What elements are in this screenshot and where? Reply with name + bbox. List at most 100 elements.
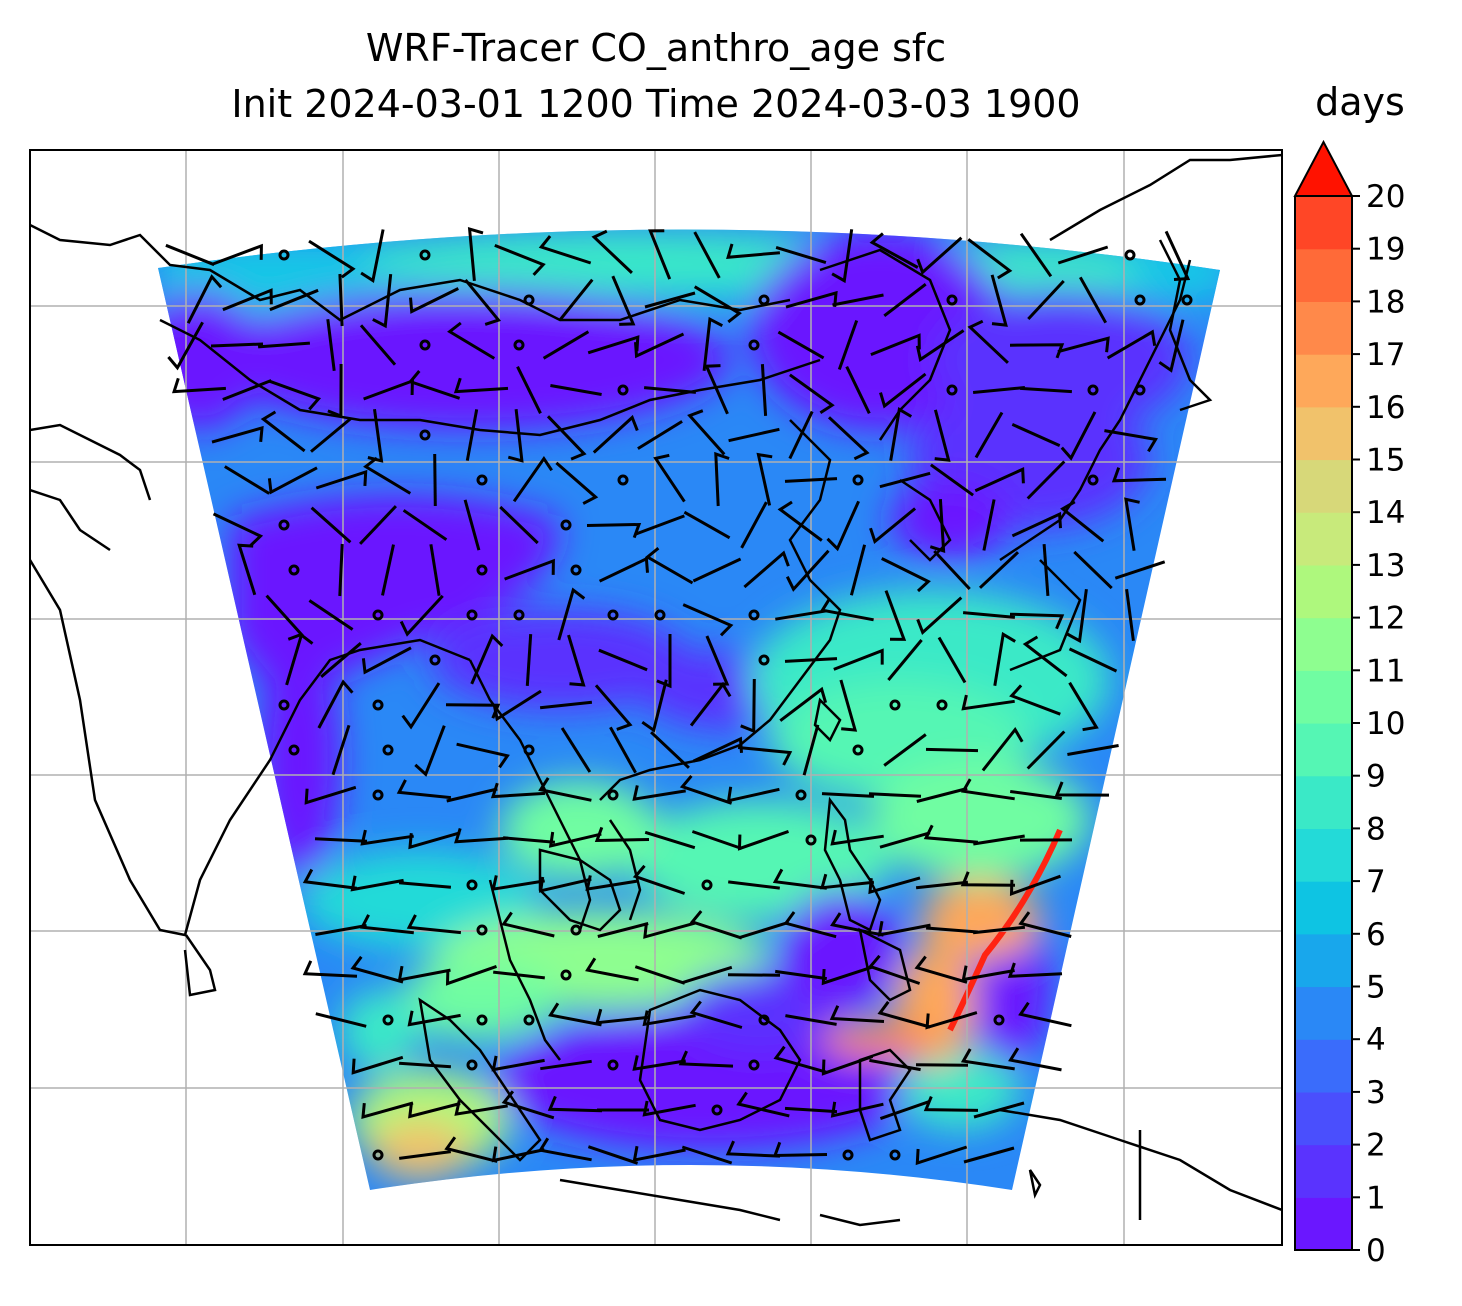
- wind-barb: [916, 787, 968, 803]
- wind-barb: [1020, 386, 1072, 394]
- wind-barb: [224, 465, 270, 495]
- wind-barb: [725, 1140, 781, 1158]
- wind-barb: [407, 370, 461, 400]
- wind-barb: [693, 285, 742, 324]
- wind-barb: [785, 290, 838, 309]
- calm-wind-marker: [701, 879, 713, 891]
- wind-barb: [679, 774, 733, 805]
- wind-barb: [453, 377, 509, 394]
- wind-barb: [315, 469, 368, 490]
- wind-barb: [447, 321, 496, 360]
- calm-wind-marker: [1134, 384, 1146, 396]
- wind-barb: [691, 830, 743, 850]
- wind-barb: [359, 505, 397, 545]
- wind-barb: [972, 386, 1026, 394]
- calm-wind-marker: [852, 744, 864, 756]
- calm-wind-marker: [1181, 294, 1193, 306]
- wind-barb: [993, 631, 1016, 686]
- wind-barb: [429, 544, 441, 596]
- calm-wind-marker: [758, 294, 770, 306]
- wind-barb: [961, 965, 1015, 982]
- wind-barb: [933, 549, 971, 591]
- wind-barb: [338, 273, 344, 327]
- wind-barb: [689, 910, 743, 940]
- wind-barb: [414, 725, 446, 777]
- wind-barb: [738, 920, 790, 940]
- colorbar-segment: [1295, 301, 1352, 355]
- wind-barb: [784, 657, 838, 663]
- wind-barb: [512, 456, 553, 503]
- wind-barb: [821, 792, 875, 798]
- wind-barb: [367, 408, 384, 463]
- wind-barb: [548, 831, 602, 848]
- wind-barb: [644, 830, 696, 850]
- calm-wind-marker: [758, 1014, 770, 1026]
- colorbar-segment: [1295, 196, 1352, 250]
- wind-barb: [772, 868, 827, 890]
- wind-barb: [642, 1010, 696, 1027]
- wind-barb: [237, 543, 257, 596]
- wind-barb: [923, 1096, 979, 1112]
- wind-barb: [550, 384, 602, 396]
- calm-wind-marker: [607, 1059, 619, 1071]
- wind-barb: [555, 461, 599, 505]
- wind-barb: [632, 1055, 686, 1071]
- wind-barb: [644, 547, 694, 585]
- wind-barb: [960, 871, 1016, 887]
- calm-wind-marker: [560, 969, 572, 981]
- calm-wind-marker: [278, 699, 290, 711]
- wind-barb: [916, 236, 963, 275]
- wind-barb: [879, 831, 931, 849]
- wind-barb: [1066, 589, 1088, 644]
- wind-barb: [726, 786, 780, 803]
- wind-barb: [933, 409, 951, 462]
- calm-wind-marker: [617, 384, 629, 396]
- wind-barb: [557, 587, 586, 641]
- wind-barb: [784, 1106, 838, 1114]
- wind-barb: [867, 954, 921, 985]
- calm-wind-marker: [748, 339, 760, 351]
- wind-barb: [635, 514, 685, 536]
- wind-barb: [775, 609, 827, 621]
- colorbar-tick-label: 5: [1366, 970, 1386, 1006]
- wind-barb: [819, 597, 874, 622]
- wind-barb: [398, 1061, 452, 1069]
- wind-barb: [889, 406, 913, 461]
- wind-barb: [869, 232, 919, 269]
- calm-wind-marker: [466, 1059, 478, 1071]
- wind-barb: [212, 243, 263, 266]
- wind-barb: [925, 747, 979, 753]
- calm-wind-marker: [748, 1059, 760, 1071]
- colorbar-segment: [1295, 459, 1352, 513]
- wind-barb: [456, 742, 510, 769]
- wind-barb: [736, 1091, 790, 1118]
- wind-barb: [881, 557, 931, 593]
- map-title-line1: WRF-Tracer CO_anthro_age sfc: [365, 26, 947, 70]
- wind-barb: [678, 1050, 734, 1068]
- wind-barb: [914, 955, 968, 984]
- colorbar-tick-label: 18: [1366, 284, 1405, 320]
- wind-barb: [454, 1100, 508, 1116]
- wind-barb: [870, 333, 921, 356]
- wind-barb: [433, 453, 437, 507]
- wind-barb: [1026, 460, 1066, 500]
- colorbar-segment: [1295, 881, 1352, 935]
- colorbar-segment: [1295, 1039, 1352, 1093]
- calm-wind-marker: [523, 744, 535, 756]
- wind-barb: [359, 324, 397, 366]
- calm-wind-marker: [889, 1149, 901, 1161]
- wind-barb: [967, 319, 1009, 364]
- colorbar-label: days: [1315, 80, 1405, 124]
- wind-barb: [1057, 245, 1109, 265]
- wind-barb: [285, 632, 314, 686]
- wind-barb: [445, 964, 497, 986]
- colorbar-segment: [1295, 1091, 1352, 1146]
- wind-barb: [714, 451, 730, 507]
- wind-barb: [525, 634, 533, 686]
- wind-barb: [789, 373, 835, 415]
- wind-barb: [826, 500, 860, 552]
- wind-barb: [1060, 500, 1105, 543]
- wind-barb: [1054, 781, 1110, 797]
- wind-barb: [1060, 411, 1097, 461]
